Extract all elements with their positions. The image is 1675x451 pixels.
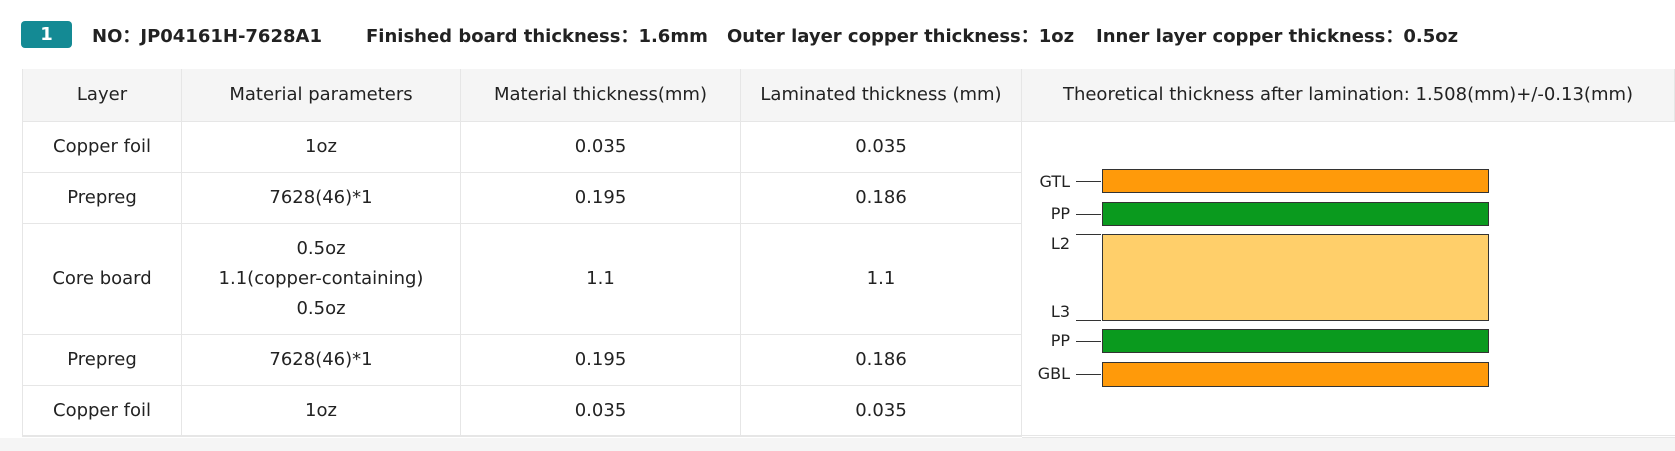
cell-text: 0.035 bbox=[574, 400, 627, 421]
cell-text: 1.1 bbox=[866, 268, 896, 289]
table-cell: 1oz bbox=[182, 386, 461, 437]
layer-label: PP bbox=[1050, 204, 1070, 223]
layer-label: GTL bbox=[1039, 172, 1070, 191]
page-footer bbox=[0, 438, 1675, 451]
cell-text: 1oz bbox=[305, 136, 337, 157]
label-line bbox=[1076, 320, 1101, 321]
header-item: Outer layer copper thickness：1oz bbox=[727, 25, 1075, 47]
cell-text: Material thickness(mm) bbox=[494, 84, 707, 105]
table-cell: 0.5oz 1.1(copper-containing) 0.5oz bbox=[182, 224, 461, 335]
table-cell: Copper foil bbox=[22, 122, 182, 173]
header-item: Finished board thickness：1.6mm bbox=[366, 25, 708, 47]
table-cell: 0.035 bbox=[461, 386, 741, 437]
cell-text: Material parameters bbox=[229, 84, 413, 105]
header-item: NO：JP04161H-7628A1 bbox=[92, 25, 322, 47]
layer-label: L3 bbox=[1050, 302, 1070, 321]
table-cell: 0.186 bbox=[741, 335, 1022, 386]
cell-text: Layer bbox=[76, 84, 128, 105]
cell-text: 0.035 bbox=[574, 136, 627, 157]
cell-text: 7628(46)*1 bbox=[269, 187, 373, 208]
table-cell: 7628(46)*1 bbox=[182, 173, 461, 224]
cell-text: Copper foil bbox=[53, 400, 151, 421]
header-cell: Theoretical thickness after lamination: … bbox=[1022, 69, 1675, 122]
copper-layer bbox=[1102, 362, 1489, 387]
copper-layer bbox=[1102, 169, 1489, 193]
table-cell: 0.195 bbox=[461, 173, 741, 224]
header-cell: Layer bbox=[22, 69, 182, 122]
header-cell: Laminated thickness (mm) bbox=[741, 69, 1022, 122]
cell-text: 1.1(copper-containing) bbox=[218, 268, 424, 289]
cell-text: 0.195 bbox=[574, 187, 627, 208]
core-layer bbox=[1102, 234, 1489, 321]
cell-text: 7628(46)*1 bbox=[269, 349, 373, 370]
table-cell: 0.035 bbox=[741, 386, 1022, 437]
cell-text: 0.186 bbox=[855, 187, 907, 208]
prepreg-layer bbox=[1102, 329, 1489, 353]
cell-text: Copper foil bbox=[53, 136, 151, 157]
table-cell: Prepreg bbox=[22, 335, 182, 386]
table-cell: 0.035 bbox=[741, 122, 1022, 173]
cell-text: 0.195 bbox=[574, 349, 627, 370]
cell-text: 0.035 bbox=[855, 136, 907, 157]
label-line bbox=[1076, 214, 1101, 215]
header-item: Inner layer copper thickness：0.5oz bbox=[1096, 25, 1459, 47]
layer-label: L2 bbox=[1050, 234, 1070, 253]
layer-label: PP bbox=[1050, 331, 1070, 350]
cell-text: Core board bbox=[52, 268, 152, 289]
table-cell: Prepreg bbox=[22, 173, 182, 224]
cell-text: 0.186 bbox=[855, 349, 907, 370]
cell-text: 0.5oz bbox=[296, 238, 346, 259]
prepreg-layer bbox=[1102, 202, 1489, 226]
cell-text: Prepreg bbox=[67, 349, 137, 370]
badge: 1 bbox=[21, 21, 72, 48]
table-cell: 1oz bbox=[182, 122, 461, 173]
table-cell: 0.035 bbox=[461, 122, 741, 173]
label-line bbox=[1076, 374, 1101, 375]
layer-label: GBL bbox=[1037, 364, 1070, 383]
table-cell: 1.1 bbox=[741, 224, 1022, 335]
cell-text: Laminated thickness (mm) bbox=[760, 84, 1002, 105]
label-line bbox=[1076, 234, 1101, 235]
header-cell: Material thickness(mm) bbox=[461, 69, 741, 122]
header-cell: Material parameters bbox=[182, 69, 461, 122]
table-cell: Copper foil bbox=[22, 386, 182, 437]
table-cell: 0.195 bbox=[461, 335, 741, 386]
label-line bbox=[1076, 341, 1101, 342]
cell-text: Theoretical thickness after lamination: … bbox=[1062, 84, 1634, 105]
table-cell: 7628(46)*1 bbox=[182, 335, 461, 386]
cell-text: 0.5oz bbox=[296, 298, 346, 319]
table-cell: 1.1 bbox=[461, 224, 741, 335]
cell-text: 0.035 bbox=[855, 400, 907, 421]
cell-text: Prepreg bbox=[67, 187, 137, 208]
cell-text: 1.1 bbox=[586, 268, 615, 289]
cell-text: 1oz bbox=[305, 400, 337, 421]
table-cell: Core board bbox=[22, 224, 182, 335]
label-line bbox=[1076, 181, 1101, 182]
table-cell: 0.186 bbox=[741, 173, 1022, 224]
